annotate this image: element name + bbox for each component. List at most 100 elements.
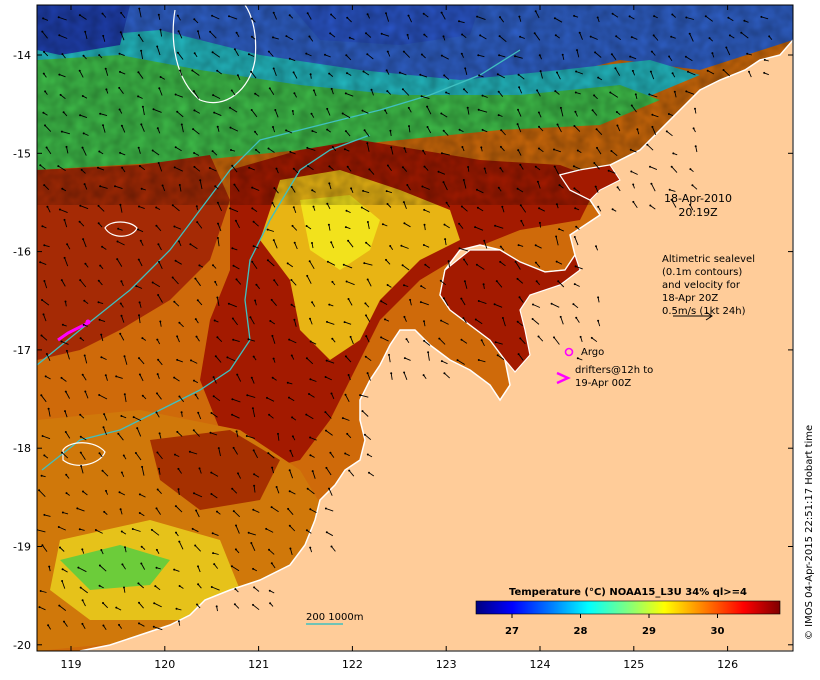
velocity-arrow-head [131, 528, 134, 530]
velocity-arrow [181, 124, 184, 133]
velocity-arrow-head [61, 187, 64, 190]
velocity-arrow-head [150, 528, 153, 531]
velocity-arrow [364, 434, 372, 441]
velocity-arrow-head [576, 49, 578, 52]
velocity-arrow-head [115, 375, 118, 378]
velocity-arrow [515, 261, 521, 270]
velocity-arrow-head [100, 333, 103, 336]
velocity-arrow [347, 240, 354, 248]
velocity-arrow-head [689, 203, 692, 206]
velocity-arrow [443, 75, 450, 81]
velocity-arrow [495, 341, 503, 345]
velocity-arrow [40, 164, 46, 170]
velocity-arrow [271, 335, 276, 344]
velocity-arrow-head [694, 145, 697, 148]
velocity-arrow-head [330, 87, 333, 90]
velocity-arrow-head [235, 278, 238, 281]
velocity-arrow [612, 13, 619, 18]
velocity-arrow-head [593, 94, 596, 97]
velocity-arrow-head [290, 279, 293, 281]
sealevel-contour-1 [172, 5, 257, 104]
time-label: 20:19Z [678, 206, 718, 219]
velocity-arrow-head [292, 206, 295, 209]
velocity-arrow [689, 33, 694, 42]
velocity-arrow [477, 207, 484, 212]
velocity-arrow [309, 437, 317, 441]
velocity-arrow-head [308, 260, 311, 263]
velocity-arrow [444, 224, 450, 229]
velocity-arrow-head [42, 17, 45, 20]
velocity-arrow-head [440, 360, 443, 363]
velocity-arrow-head [519, 163, 522, 166]
velocity-arrow [345, 394, 350, 403]
velocity-arrow-head [288, 469, 291, 472]
velocity-arrow-head [226, 356, 229, 359]
velocity-arrow-head [79, 413, 82, 416]
velocity-arrow [228, 303, 237, 308]
velocity-arrow-head [198, 467, 201, 470]
velocity-arrow [100, 185, 108, 189]
velocity-arrow [440, 320, 449, 325]
velocity-arrow [192, 128, 200, 135]
velocity-arrow [331, 546, 336, 552]
velocity-arrow [478, 300, 487, 305]
velocity-arrow [438, 171, 446, 175]
velocity-arrow [277, 433, 280, 441]
velocity-arrow-head [39, 164, 42, 167]
velocity-arrow [671, 166, 678, 173]
velocity-arrow [596, 147, 602, 155]
argo-legend: Argo [564, 347, 604, 358]
velocity-arrow-head [290, 303, 293, 306]
velocity-arrow-head [424, 263, 427, 266]
velocity-arrow-head [360, 206, 363, 209]
velocity-arrow-head [350, 187, 353, 190]
velocity-arrow [499, 261, 506, 267]
velocity-arrow [43, 184, 50, 191]
velocity-arrow-head [708, 37, 711, 40]
velocity-arrow [268, 148, 275, 153]
velocity-arrow-head [476, 206, 479, 209]
velocity-arrow-head [155, 206, 158, 209]
velocity-arrow [408, 15, 413, 23]
velocity-arrow-head [178, 240, 180, 243]
velocity-arrow-head [119, 203, 122, 206]
velocity-arrow-head [593, 162, 596, 164]
velocity-arrow-head [342, 263, 345, 266]
velocity-arrow-head [65, 492, 68, 495]
velocity-arrow [155, 585, 161, 591]
velocity-arrow [58, 165, 66, 171]
velocity-arrow-head [82, 54, 85, 57]
velocity-arrow-head [98, 150, 101, 153]
velocity-arrow-head [423, 165, 426, 168]
velocity-arrow [365, 315, 371, 322]
velocity-arrow [156, 225, 162, 232]
velocity-arrow-head [287, 507, 290, 510]
velocity-arrow-head [685, 16, 688, 19]
velocity-arrow [44, 514, 51, 517]
velocity-arrow-head [178, 184, 181, 186]
velocity-arrow-head [61, 568, 64, 571]
velocity-arrow [576, 49, 580, 58]
velocity-arrow-head [84, 390, 87, 393]
sst-hot-offshore [37, 155, 230, 360]
velocity-arrow-head [401, 88, 404, 91]
velocity-arrow [193, 492, 203, 498]
velocity-arrow [48, 408, 51, 417]
velocity-arrow [271, 299, 277, 306]
velocity-arrow-head [384, 109, 387, 112]
velocity-arrow [499, 16, 505, 23]
velocity-arrow-head [687, 70, 689, 73]
velocity-arrow [61, 580, 66, 589]
velocity-arrow-head [82, 238, 85, 241]
velocity-arrow-head [311, 242, 313, 244]
velocity-arrow-head [329, 32, 332, 35]
velocity-arrow-head [191, 527, 194, 530]
lon-tick-label: 124 [530, 658, 551, 671]
velocity-arrow [136, 285, 143, 289]
velocity-arrow-head [212, 94, 215, 97]
velocity-arrow-head [537, 111, 540, 114]
velocity-arrow [82, 374, 87, 381]
velocity-arrow-head [309, 73, 312, 76]
velocity-arrow [330, 14, 337, 20]
velocity-arrow [630, 149, 637, 153]
